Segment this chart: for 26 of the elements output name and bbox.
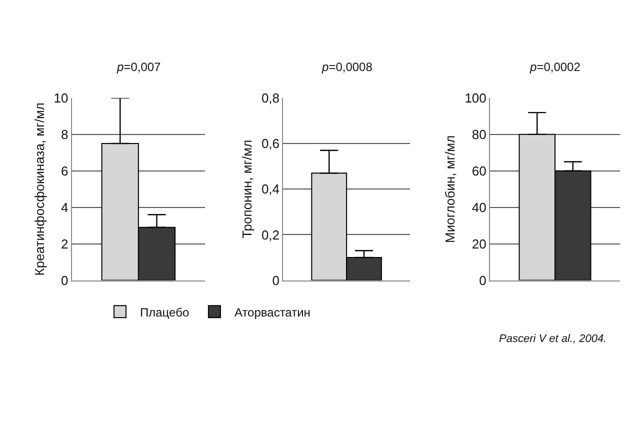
y-axis-title: Креатинфосфокиназа, мг/мл [32, 102, 47, 276]
legend-label: Аторвастатин [234, 305, 310, 320]
y-axis-title: Миоглобин, мг/мл [442, 135, 458, 243]
y-tick-label: 20 [472, 236, 486, 252]
y-tick-label: 0 [272, 272, 280, 288]
y-tick-label: 0,8 [261, 90, 280, 106]
text: Pasceri V et al., 2004. [499, 333, 607, 345]
y-tick-label: 4 [61, 200, 68, 215]
y-tick-label: 0,4 [261, 182, 280, 197]
y-tick-label: 6 [61, 163, 68, 178]
y-tick-label: 10 [54, 90, 68, 106]
chart-title: p=0,007 [116, 60, 162, 74]
y-tick-label: 0,2 [261, 227, 280, 242]
y-tick-label: 0,6 [261, 136, 280, 152]
chart-title: p=0,0002 [529, 60, 581, 74]
y-tick-label: 0 [61, 272, 68, 288]
y-tick-label: 80 [472, 126, 486, 142]
y-tick-label: 8 [61, 126, 68, 142]
legend-label: Плацебо [140, 305, 190, 320]
chart-title: p=0,0008 [321, 60, 373, 74]
y-tick-label: 40 [472, 200, 486, 215]
y-tick-label: 60 [472, 163, 486, 178]
y-tick-label: 0 [479, 272, 486, 288]
y-tick-label: 2 [61, 236, 68, 252]
y-axis-title: Тропонин, мг/мл [239, 140, 254, 238]
y-tick-label: 100 [464, 90, 486, 106]
